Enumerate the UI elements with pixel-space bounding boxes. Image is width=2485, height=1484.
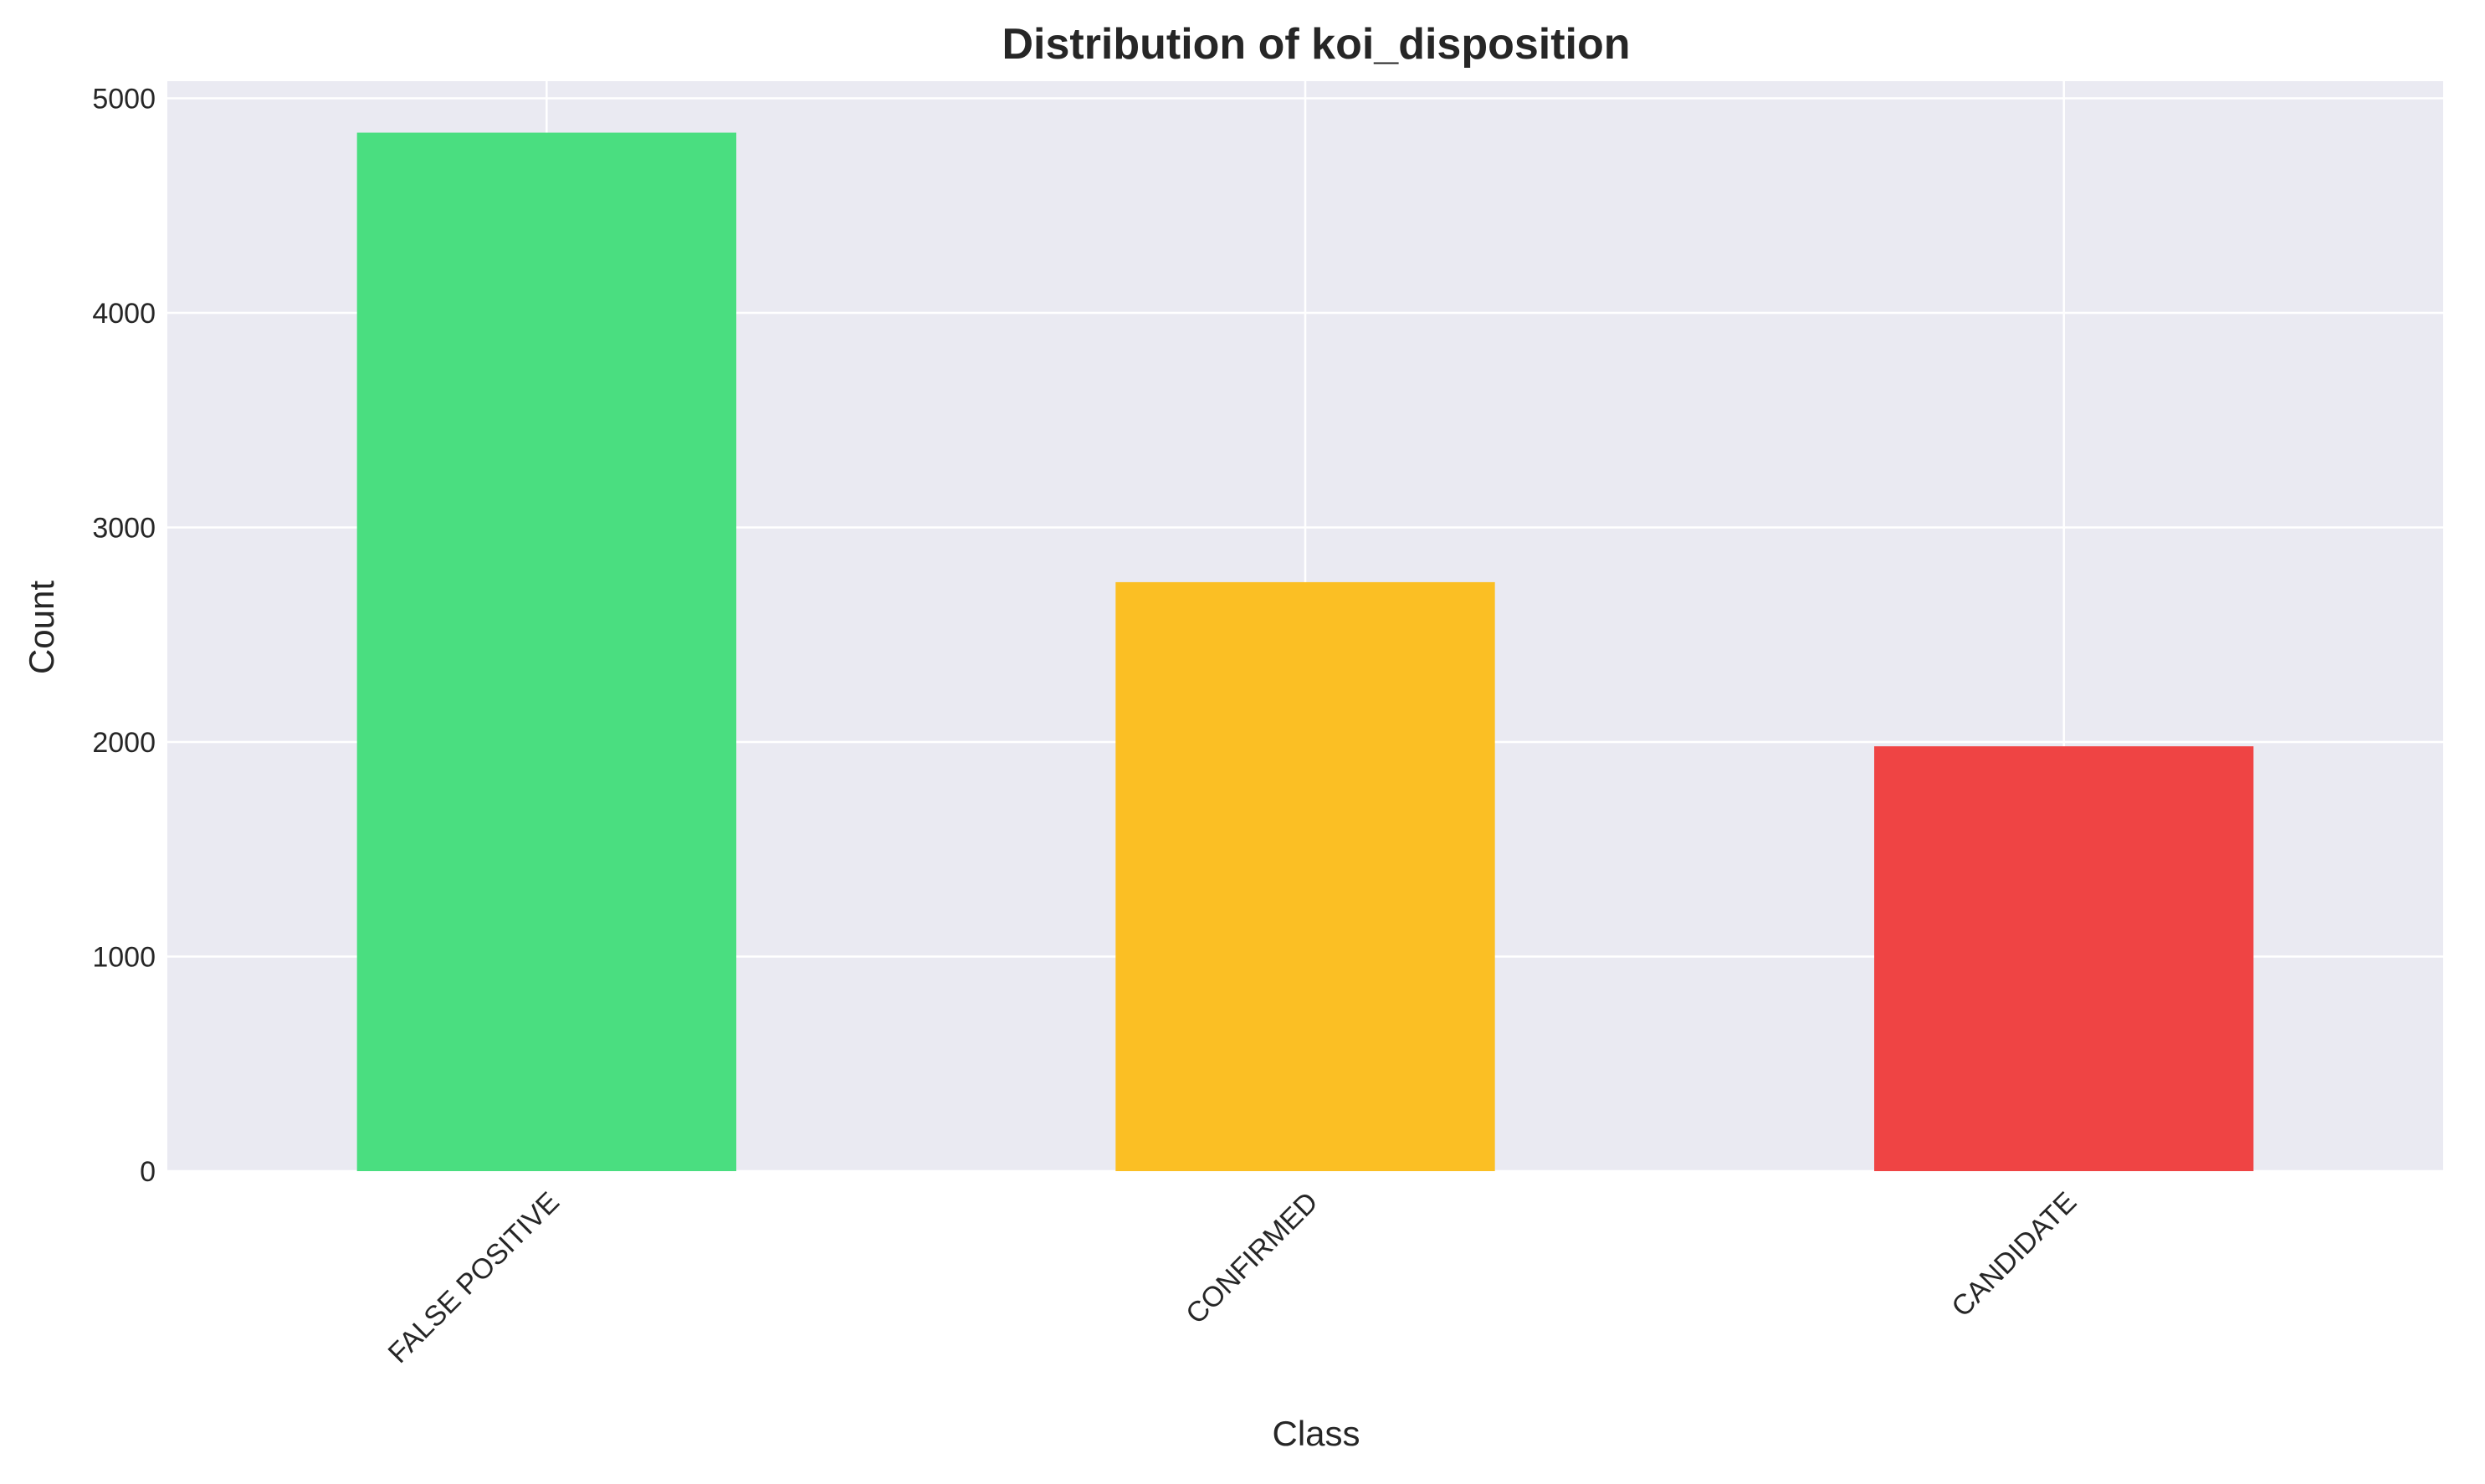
x-tick-label: CONFIRMED: [1180, 1186, 1324, 1330]
y-tick-label: 0: [140, 1156, 156, 1188]
bar-candidate: [1874, 746, 2254, 1171]
x-axis-ticks: FALSE POSITIVE CONFIRMED CANDIDATE: [382, 1186, 2083, 1369]
y-axis-label: Count: [22, 581, 61, 674]
bars: [356, 132, 2254, 1171]
x-axis-label: Class: [1272, 1414, 1360, 1453]
y-tick-label: 1000: [92, 942, 156, 974]
x-tick-label: CANDIDATE: [1945, 1186, 2083, 1323]
y-axis-ticks: 0 1000 2000 3000 4000 5000: [92, 84, 156, 1188]
y-tick-label: 5000: [92, 84, 156, 115]
x-tick-label: FALSE POSITIVE: [382, 1186, 566, 1369]
chart-title: Distribution of koi_disposition: [1002, 20, 1630, 69]
bar-false-positive: [356, 132, 736, 1171]
y-tick-label: 4000: [92, 298, 156, 330]
y-tick-label: 2000: [92, 727, 156, 759]
bar-confirmed: [1115, 581, 1495, 1171]
y-tick-label: 3000: [92, 513, 156, 545]
